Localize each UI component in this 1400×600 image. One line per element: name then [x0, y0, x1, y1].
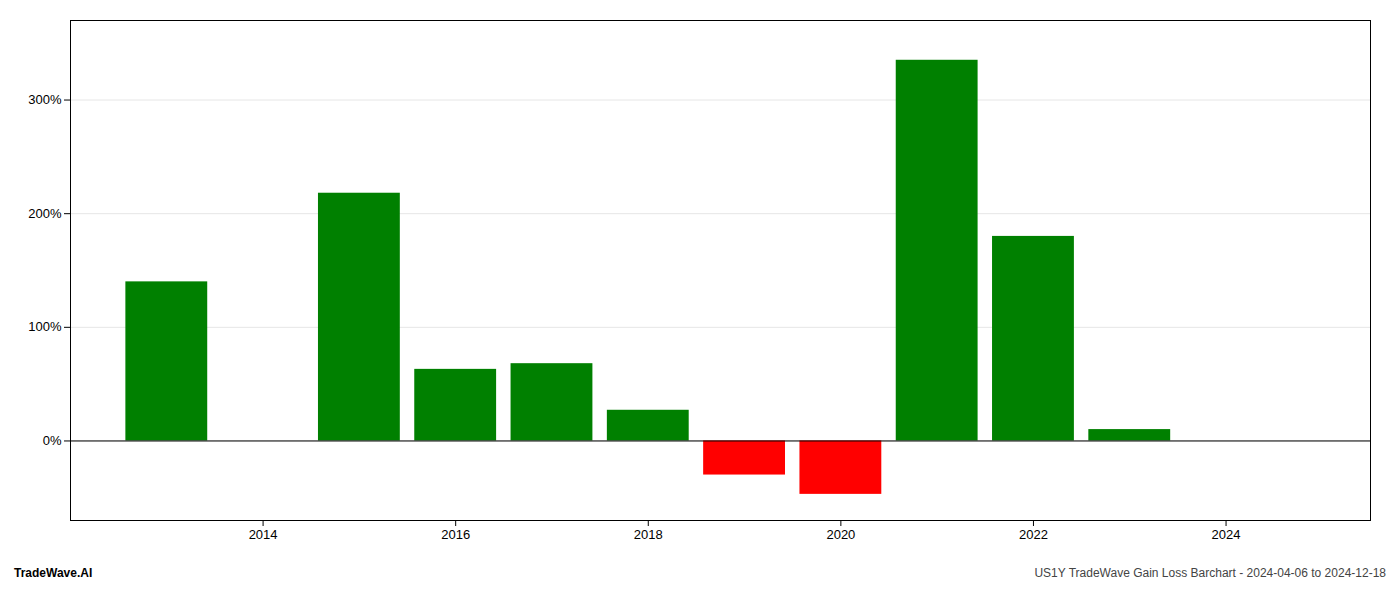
svg-text:100%: 100%	[28, 319, 62, 334]
html-text:US1Y TradeWave Gain Loss Barch: US1Y TradeWave Gain Loss Barchart - 2024…	[1034, 566, 1386, 580]
svg-text:2018: 2018	[634, 527, 663, 542]
svg-text:2024: 2024	[1212, 527, 1241, 542]
svg-text:2020: 2020	[826, 527, 855, 542]
svg-text:200%: 200%	[28, 206, 62, 221]
svg-text:2014: 2014	[249, 527, 278, 542]
html-text:TradeWave.AI: TradeWave.AI	[14, 566, 93, 580]
svg-text:300%: 300%	[28, 92, 62, 107]
svg-text:2016: 2016	[441, 527, 470, 542]
svg-text:2022: 2022	[1019, 527, 1048, 542]
svg-text:0%: 0%	[43, 433, 62, 448]
